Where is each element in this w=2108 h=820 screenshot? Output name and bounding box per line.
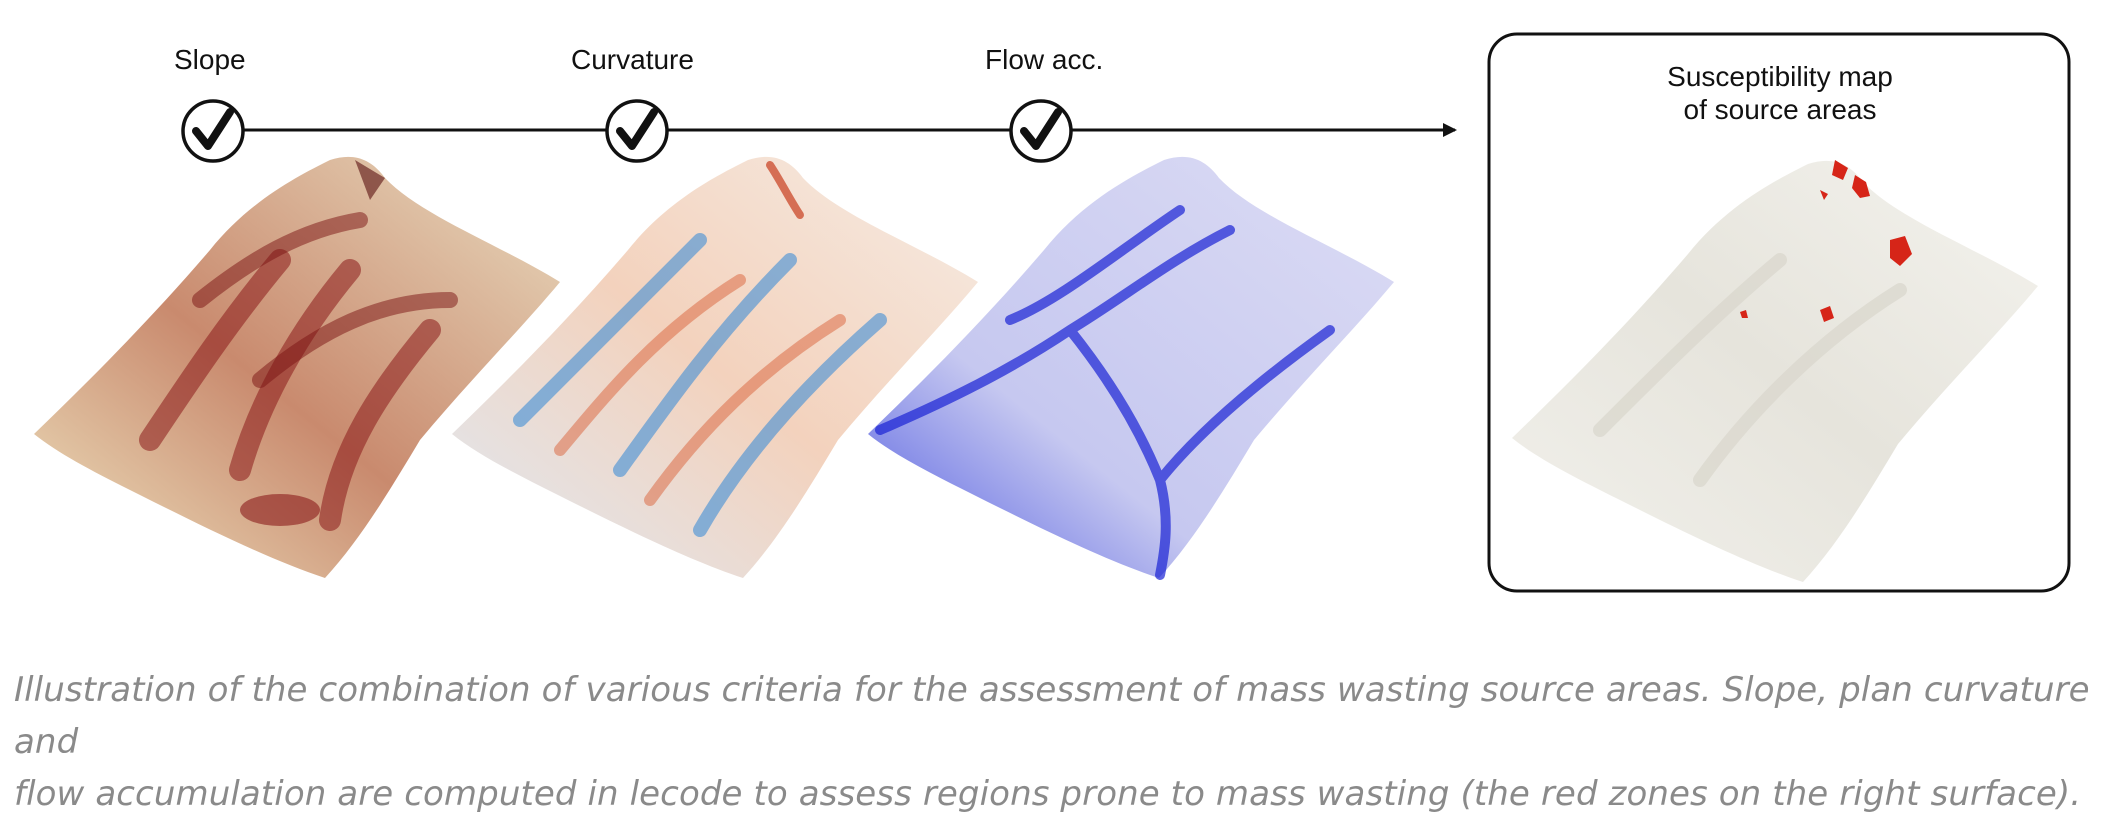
curvature-check-icon — [605, 99, 669, 163]
result-title-line1: Susceptibility map — [1667, 61, 1893, 92]
result-title: Susceptibility map of source areas — [1490, 60, 2070, 126]
figure-caption: Illustration of the combination of vario… — [14, 664, 2104, 820]
criteria-diagram — [34, 32, 2071, 593]
caption-line1: Illustration of the combination of vario… — [14, 670, 2090, 762]
slope-surface — [34, 156, 560, 578]
step-label-flow-acc: Flow acc. — [985, 44, 1104, 75]
red-zone — [1740, 160, 1912, 322]
flow-accumulation-surface — [868, 156, 1394, 580]
step-label-curvature: Curvature — [571, 44, 694, 75]
curvature-surface — [452, 156, 978, 578]
step-label-slope: Slope — [174, 44, 246, 75]
result-title-line2: of source areas — [1683, 94, 1877, 125]
flow-acc-check-icon — [1009, 99, 1073, 163]
slope-check-icon — [181, 99, 245, 163]
susceptibility-surface — [1512, 160, 2038, 582]
